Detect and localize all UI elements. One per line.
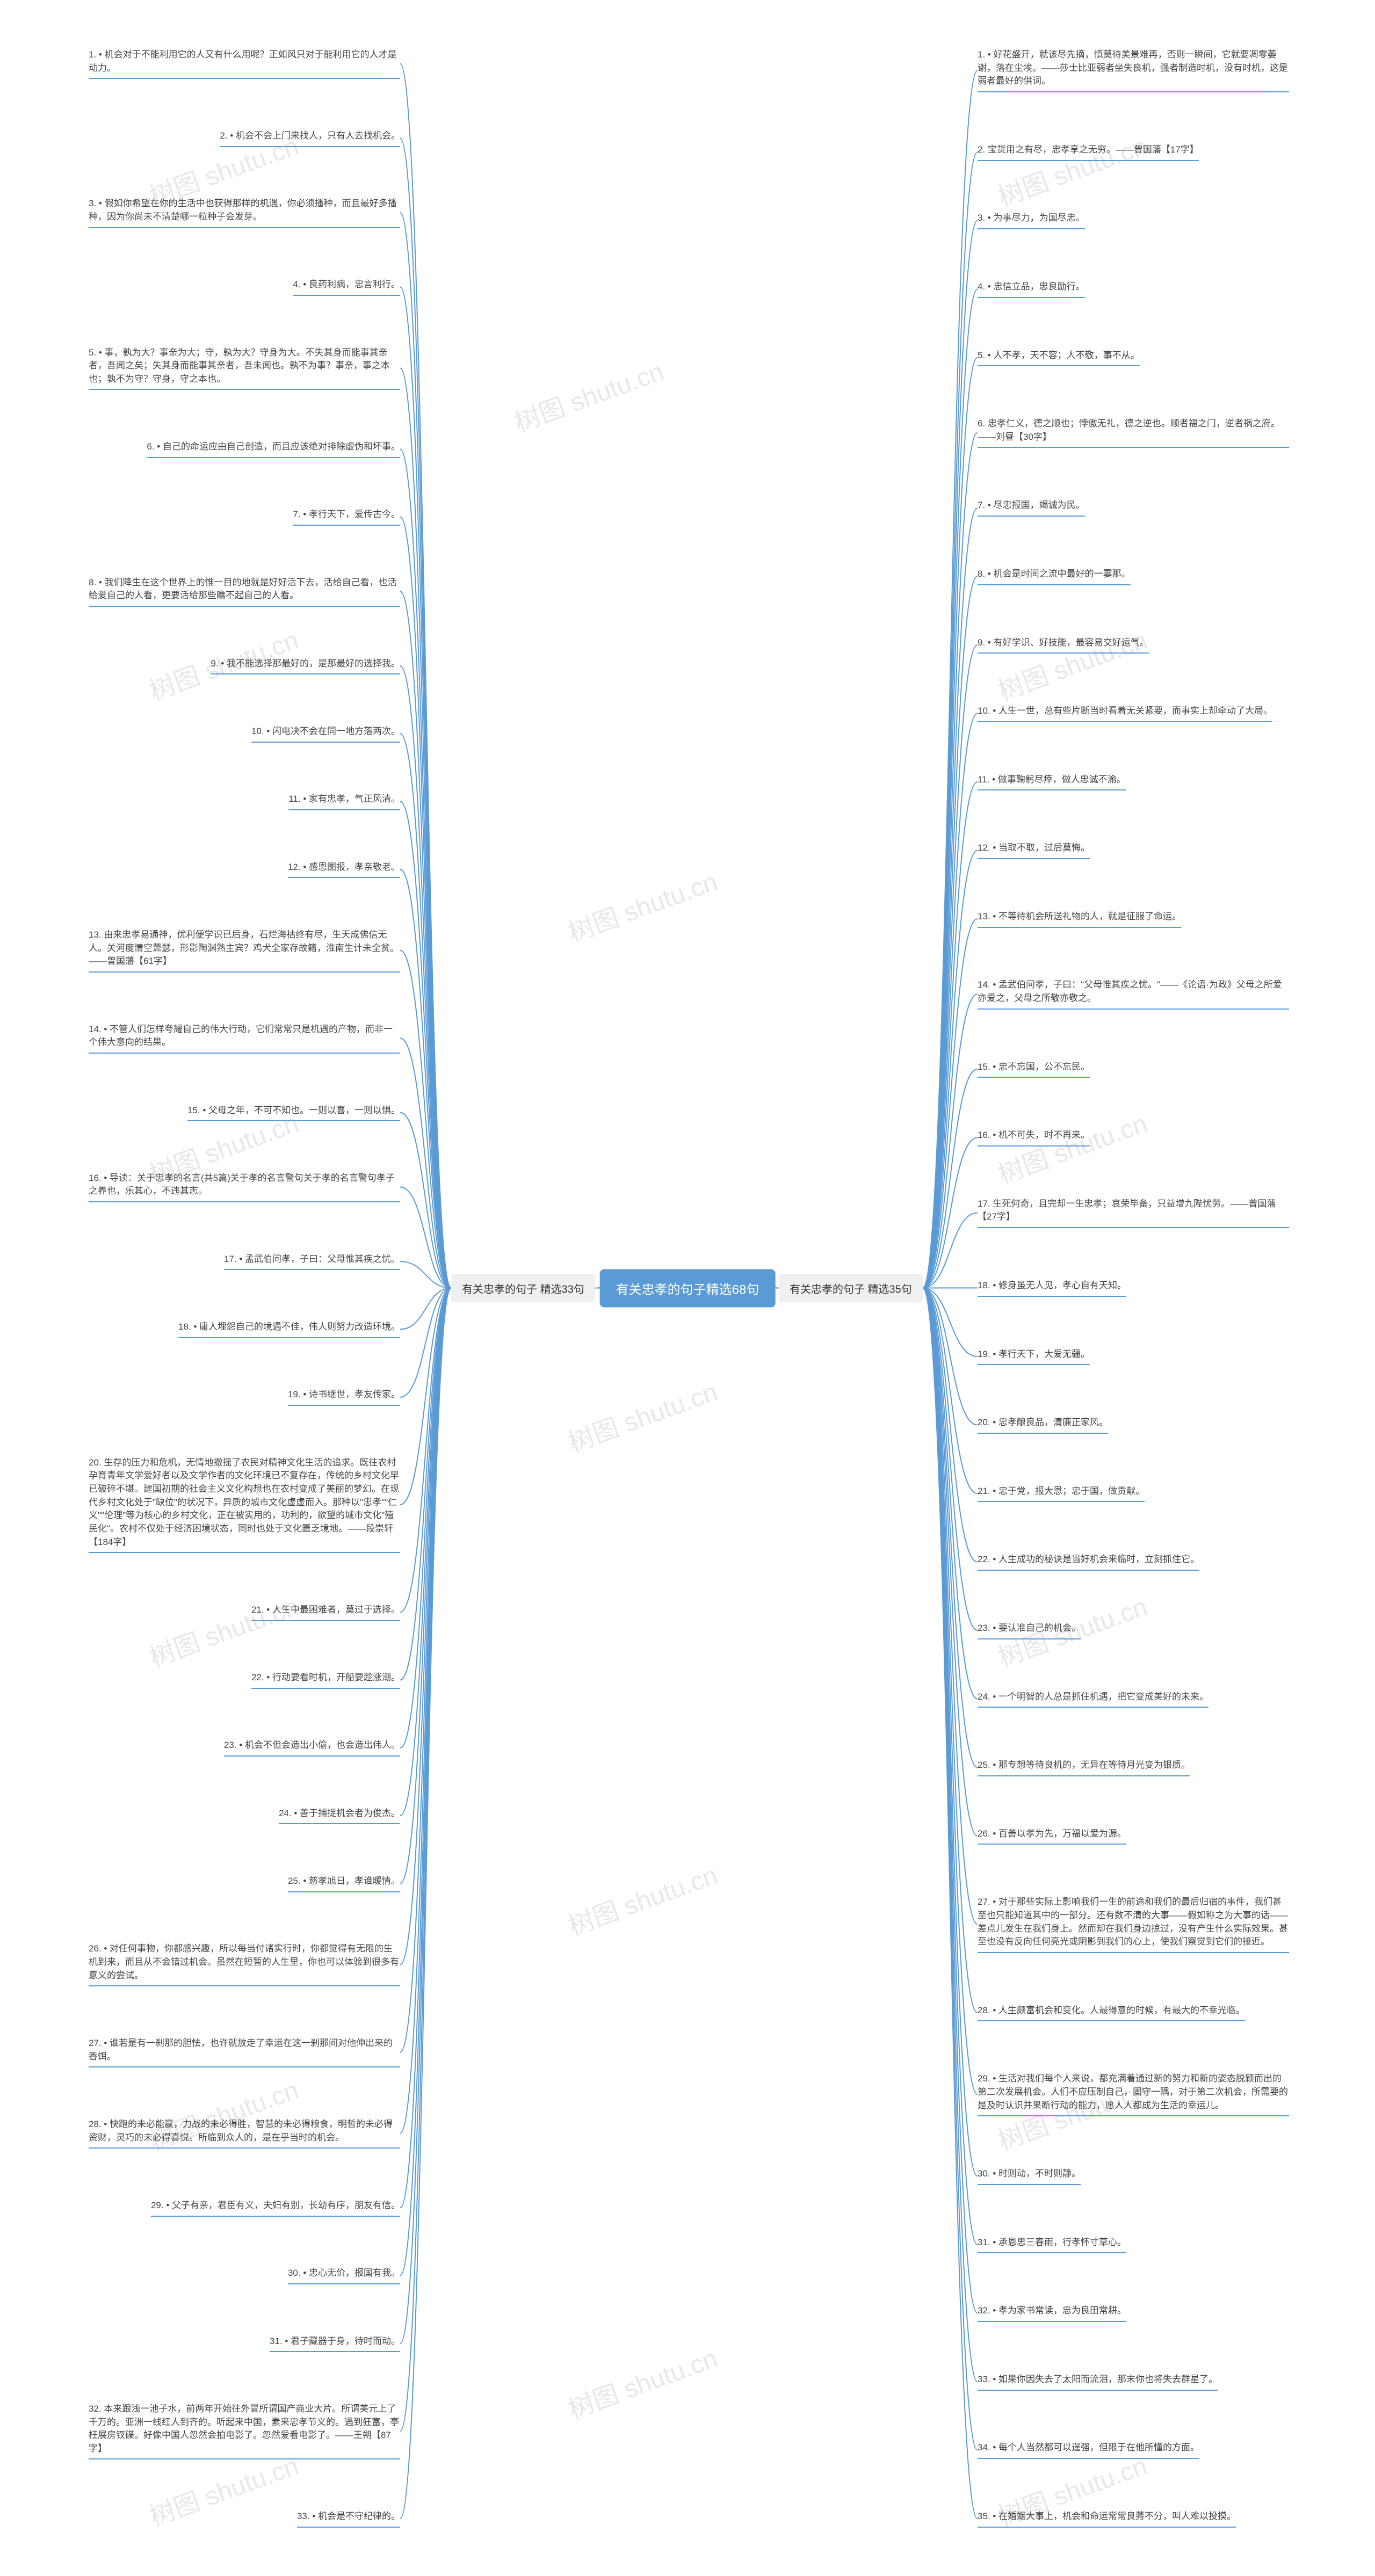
leaf-node: 19. • 诗书继世，孝友传家。 xyxy=(288,1388,400,1406)
leaf-node: 18. • 庸人埋怨自己的境遇不佳，伟人则努力改造环境。 xyxy=(178,1320,400,1338)
leaf-node: 28. • 快跑的未必能赢，力战的未必得胜，智慧的未必得粮食，明哲的未必得资财，… xyxy=(89,2118,400,2149)
leaf-node: 1. • 机会对于不能利用它的人又有什么用呢？正如风只对于能利用它的人才是动力。 xyxy=(89,48,400,79)
leaf-node: 31. • 承恩思三春雨，行孝怀寸草心。 xyxy=(978,2236,1126,2254)
leaf-node: 8. • 机会是时间之流中最好的一霎那。 xyxy=(978,568,1131,585)
leaf-node: 7. • 孝行天下，爱传古今。 xyxy=(293,508,400,526)
leaf-node: 35. • 在婚姻大事上，机会和命运常常良莠不分，叫人难以投摸。 xyxy=(978,2510,1236,2528)
leaf-node: 14. • 不管人们怎样夸耀自己的伟大行动，它们常常只是机遇的产物，而非一个伟大… xyxy=(89,1023,400,1054)
leaf-node: 17. 生死何奇，且完却一生忠孝；哀荣毕备，只益增九陛忧劳。——曾国藩【27字】 xyxy=(978,1198,1289,1228)
leaf-node: 8. • 我们降生在这个世界上的惟一目的地就是好好活下去，活给自己看，也活给爱自… xyxy=(89,576,400,607)
leaf-node: 3. • 为事尽力，为国尽忠。 xyxy=(978,212,1085,229)
leaf-node: 13. 由来忠孝易通神，优利便学识已后身，石烂海枯终有尽，生天成佛信无人。关河度… xyxy=(89,928,400,973)
leaf-node: 5. • 事，孰为大？事亲为大；守，孰为大？守身为大。不失其身而能事其亲者，吾闻… xyxy=(89,346,400,390)
leaf-node: 9. • 我不能选择那最好的，是那最好的选择我。 xyxy=(211,657,400,675)
watermark: 树图 shutu.cn xyxy=(562,1854,722,1942)
leaf-node: 33. • 机会是不守纪律的。 xyxy=(297,2510,400,2528)
watermark: 树图 shutu.cn xyxy=(509,350,668,439)
leaf-node: 19. • 孝行天下，大爱无疆。 xyxy=(978,1348,1090,1366)
leaf-node: 4. • 忠信立品，忠良励行。 xyxy=(978,280,1085,298)
branch-left-label: 有关忠孝的句子 精选33句 xyxy=(462,1283,584,1295)
leaf-node: 27. • 对于那些实际上影响我们一生的前途和我们的最后归宿的事件，我们甚至也只… xyxy=(978,1896,1289,1953)
leaf-node: 10. • 人生一世，总有些片断当时看着无关紧要，而事实上却牵动了大局。 xyxy=(978,705,1272,722)
leaf-node: 27. • 谁若是有一刹那的胆怯，也许就放走了幸运在这一刹那间对他伸出来的香饵。 xyxy=(89,2037,400,2067)
leaf-node: 32. 本来跟浅一池子水，前两年开始往外冒所谓国产商业大片。所谓美元上了千万的。… xyxy=(89,2403,400,2460)
leaves-left: 1. • 机会对于不能利用它的人又有什么用呢？正如风只对于能利用它的人才是动力。… xyxy=(62,48,400,2528)
leaf-node: 13. • 不等待机会所送礼物的人，就是征服了命运。 xyxy=(978,910,1181,928)
leaf-node: 11. • 家有忠孝，气正风清。 xyxy=(288,793,400,810)
leaf-node: 31. • 君子藏器于身，待时而动。 xyxy=(270,2335,400,2353)
leaf-node: 1. • 好花盛开，就该尽先摘，慎莫待美景难再，否则一瞬间，它就要凋零萎谢，落在… xyxy=(978,48,1289,92)
branch-right: 有关忠孝的句子 精选35句 xyxy=(779,1274,923,1302)
leaf-node: 24. • 善于捕捉机会者为俊杰。 xyxy=(279,1807,400,1825)
leaf-node: 7. • 尽忠报国，竭诚为民。 xyxy=(978,499,1085,517)
leaf-node: 21. • 人生中最困难者，莫过于选择。 xyxy=(251,1603,400,1621)
leaf-node: 5. • 人不孝，天不容；人不敬，事不从。 xyxy=(978,349,1140,367)
leaf-node: 6. • 自己的命运应由自己创造，而且应该绝对排除虚伪和坏事。 xyxy=(147,440,400,458)
branch-right-label: 有关忠孝的句子 精选35句 xyxy=(790,1283,912,1295)
leaf-node: 9. • 有好学识、好技能，最容易交好运气。 xyxy=(978,636,1149,654)
leaf-node: 30. • 时则动，不时则静。 xyxy=(978,2167,1081,2185)
branch-left: 有关忠孝的句子 精选33句 xyxy=(451,1274,595,1302)
leaf-node: 26. • 百善以孝为先，万福以爱为源。 xyxy=(978,1827,1126,1845)
leaf-node: 25. • 慈孝旭日，孝谁暖情。 xyxy=(288,1875,400,1892)
leaf-node: 10. • 闪电决不会在同一地方落两次。 xyxy=(251,725,400,743)
leaf-node: 6. 忠孝仁义，德之顺也；悖傲无礼，德之逆也。顺者福之门，逆者祸之府。——刘昼【… xyxy=(978,417,1289,448)
leaf-node: 30. • 忠心无价，报国有我。 xyxy=(288,2267,400,2284)
leaf-node: 11. • 做事鞠躬尽瘁，做人忠诚不渝。 xyxy=(978,773,1126,791)
leaf-node: 20. 生存的压力和危机，无情地撤摇了农民对精神文化生活的追求。既往农村孕育青年… xyxy=(89,1456,400,1553)
watermark: 树图 shutu.cn xyxy=(562,1370,722,1459)
leaf-node: 29. • 生活对我们每个人来说，都充满着通过新的努力和新的姿态脱颖而出的第二次… xyxy=(978,2072,1289,2116)
leaf-node: 26. • 对任何事物，你都感兴趣，所以每当付诸实行时，你都觉得有无限的生机到来… xyxy=(89,1942,400,1986)
mindmap-container: 树图 shutu.cn 树图 shutu.cn 树图 shutu.cn 树图 shut… xyxy=(0,0,1375,2576)
leaf-node: 14. • 孟武伯问孝，子曰："父母惟其疾之忧。"——《论语·为政》父母之所爱亦… xyxy=(978,978,1289,1009)
leaf-node: 2. 宝货用之有尽，忠孝享之无穷。——曾国藩【17字】 xyxy=(978,143,1199,161)
watermark: 树图 shutu.cn xyxy=(562,2337,722,2426)
leaf-node: 28. • 人生颇富机会和变化。人最得意的时候，有最大的不幸光临。 xyxy=(978,2004,1245,2022)
leaf-node: 4. • 良药利病，忠言利行。 xyxy=(293,278,400,296)
leaf-node: 2. • 机会不会上门来找人，只有人去找机会。 xyxy=(220,129,400,147)
leaf-node: 16. • 机不可失，时不再来。 xyxy=(978,1129,1090,1146)
leaf-node: 21. • 忠于党，报大恩；忠于国，做贡献。 xyxy=(978,1485,1145,1503)
leaf-node: 34. • 每个人当然都可以逞强，但限于在他所懂的方面。 xyxy=(978,2441,1199,2459)
leaf-node: 12. • 当取不取，过后莫悔。 xyxy=(978,841,1090,859)
leaf-node: 3. • 假如你希望在你的生活中也获得那样的机遇，你必须播种，而且最好多播种，因… xyxy=(89,197,400,228)
center-label: 有关忠孝的句子精选68句 xyxy=(616,1282,759,1297)
leaf-node: 22. • 行动要看时机，开船要趁涨潮。 xyxy=(251,1671,400,1689)
leaf-node: 24. • 一个明智的人总是抓住机遇，把它变成美好的未来。 xyxy=(978,1690,1208,1708)
leaf-node: 16. • 导读：关于忠孝的名言(共5篇)关于孝的名言警句关于孝的名言警句孝子之… xyxy=(89,1172,400,1202)
leaf-node: 23. • 机会不但会造出小偷，也会造出伟人。 xyxy=(224,1739,400,1757)
leaf-node: 23. • 要认准自己的机会。 xyxy=(978,1622,1081,1639)
leaf-node: 25. • 那专想等待良机的，无异在等待月光变为银质。 xyxy=(978,1759,1190,1776)
leaf-node: 15. • 父母之年，不可不知也。一则以喜，一则以惧。 xyxy=(187,1104,400,1122)
leaf-node: 22. • 人生成功的秘诀是当好机会来临时，立刻抓住它。 xyxy=(978,1553,1199,1571)
watermark: 树图 shutu.cn xyxy=(562,860,722,949)
leaves-right: 1. • 好花盛开，就该尽先摘，慎莫待美景难再，否则一瞬间，它就要凋零萎谢，落在… xyxy=(978,48,1316,2528)
leaf-node: 17. • 孟武伯问孝，子曰：父母惟其疾之忧。 xyxy=(224,1253,400,1271)
leaf-node: 20. • 忠孝酿良品，清廉正家风。 xyxy=(978,1416,1108,1434)
leaf-node: 15. • 忠不忘国，公不忘民。 xyxy=(978,1061,1090,1078)
leaf-node: 29. • 父子有亲，君臣有义，夫妇有别，长幼有序，朋友有信。 xyxy=(151,2199,400,2217)
leaf-node: 12. • 感恩图报，孝亲敬老。 xyxy=(288,861,400,879)
leaf-node: 18. • 修身虽无人见，孝心自有天知。 xyxy=(978,1279,1126,1297)
leaf-node: 33. • 如果你因失去了太阳而流泪，那末你也将失去群星了。 xyxy=(978,2373,1218,2391)
leaf-node: 32. • 孝为家书常读，忠为良田常耕。 xyxy=(978,2304,1126,2322)
center-node: 有关忠孝的句子精选68句 xyxy=(600,1269,776,1307)
